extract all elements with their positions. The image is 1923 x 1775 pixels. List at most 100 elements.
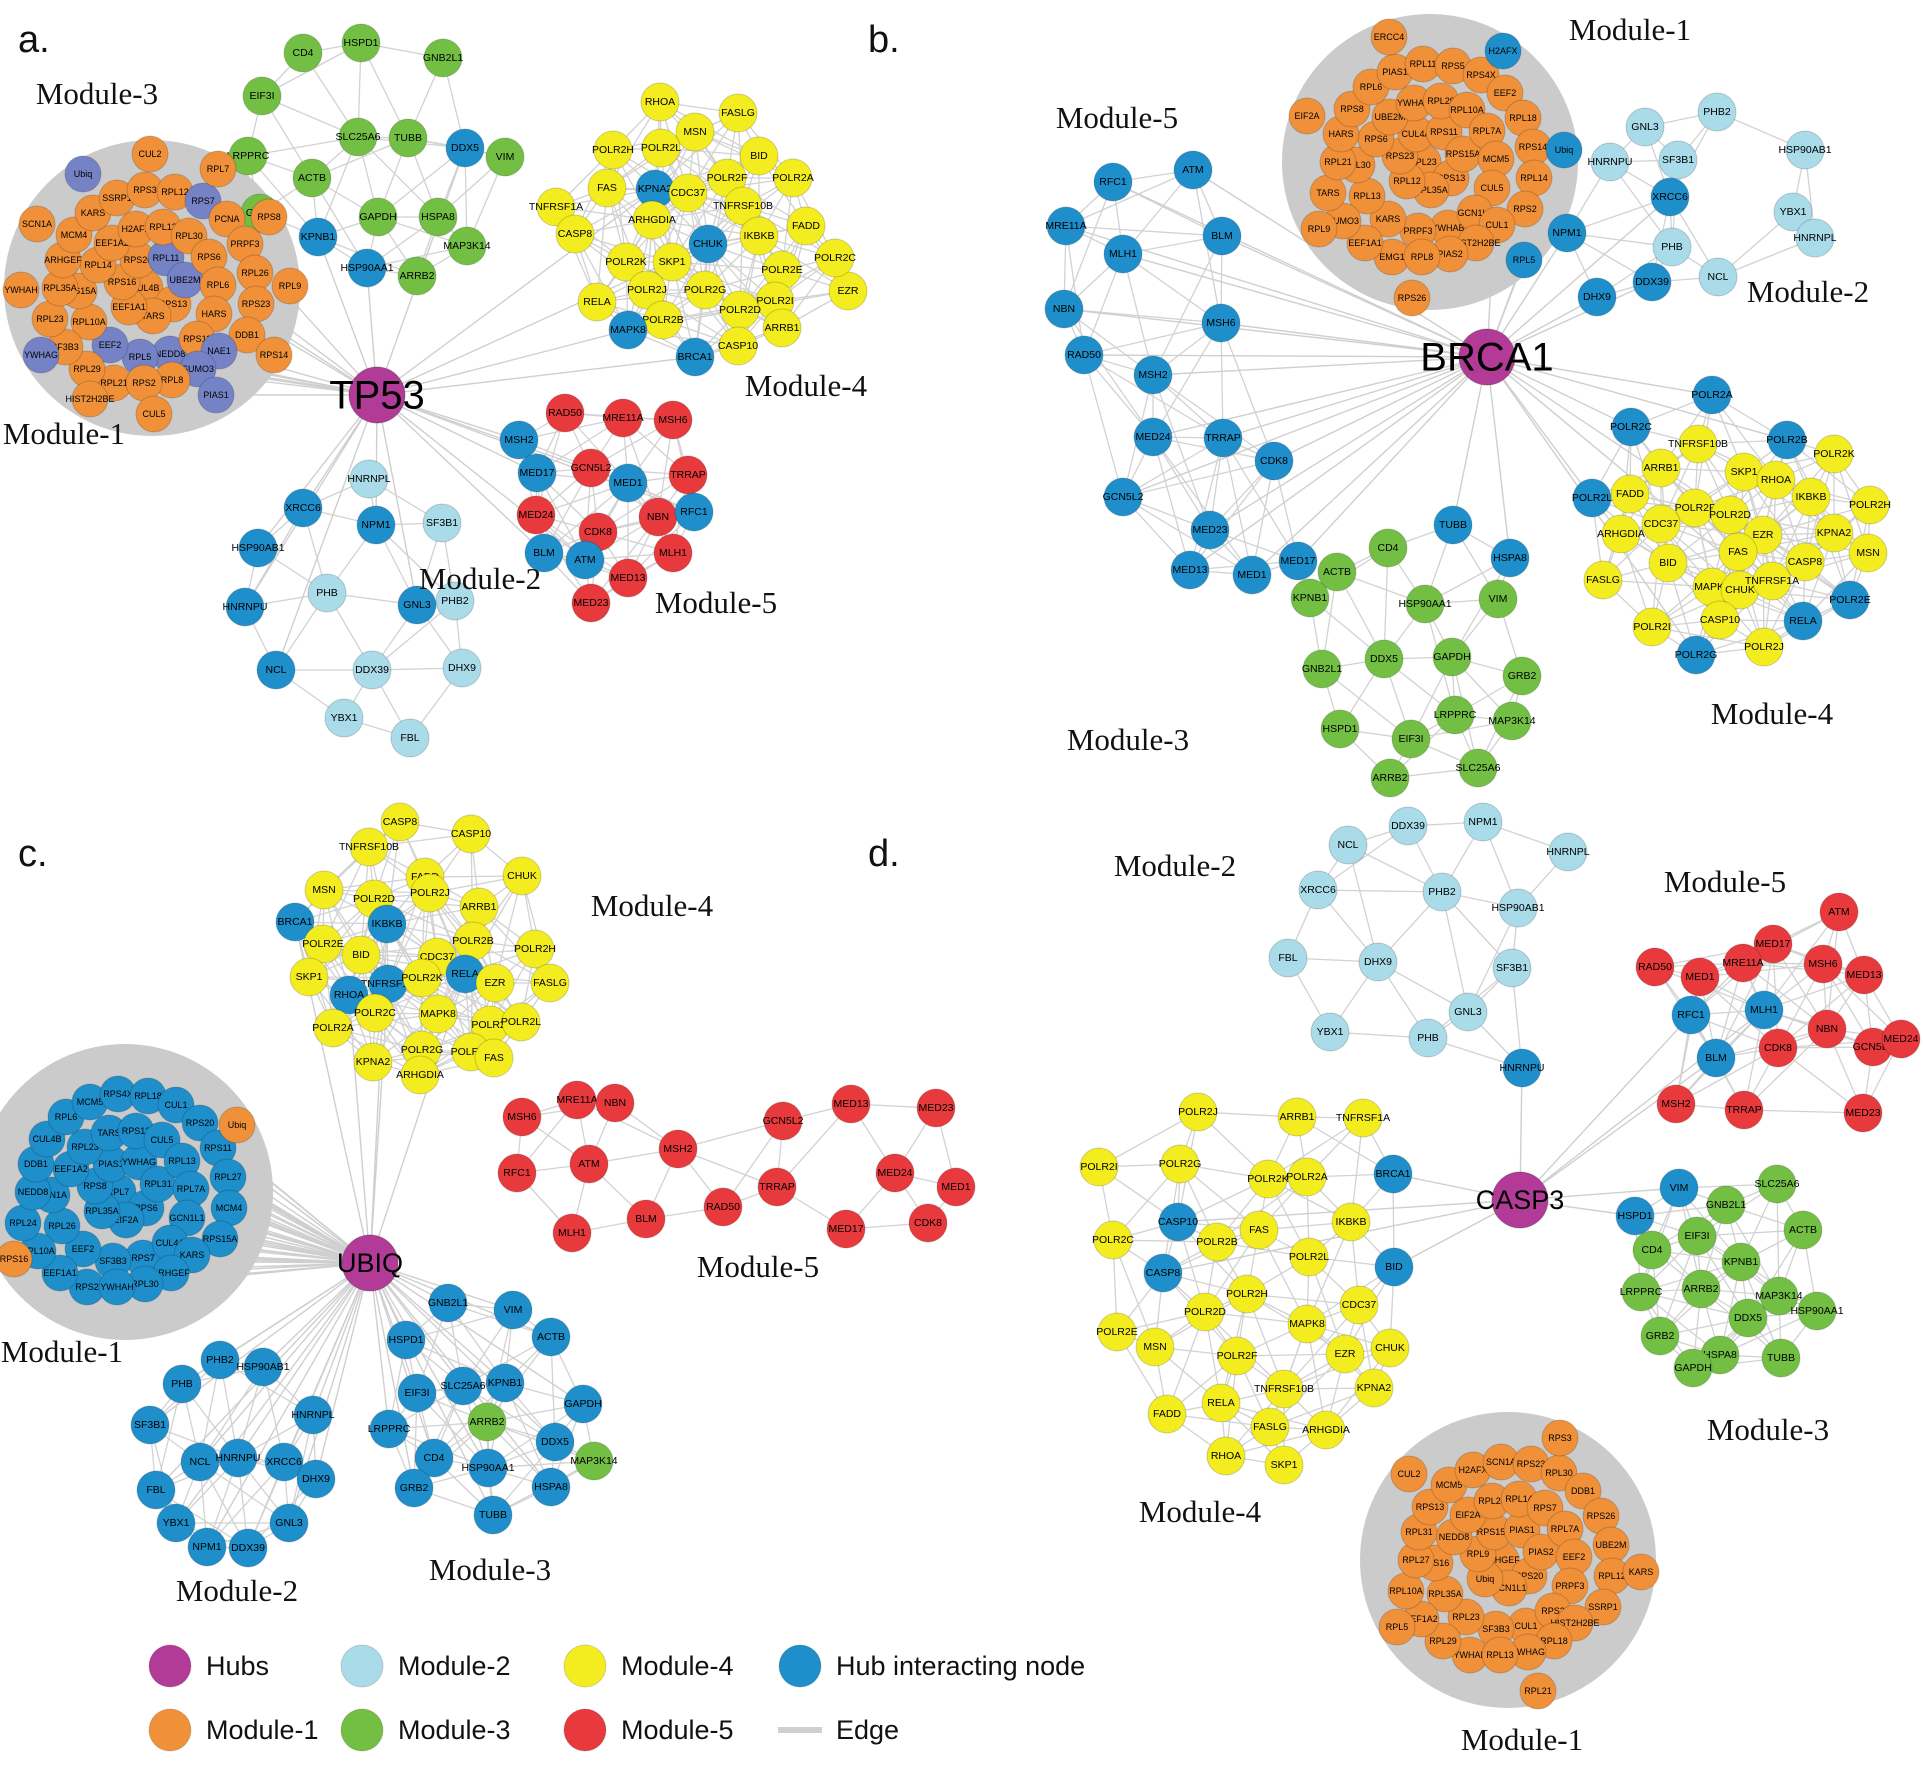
node-label: CDC37	[1342, 1299, 1377, 1311]
node-label: RPS15A	[1477, 1527, 1512, 1537]
network-node	[1564, 1472, 1602, 1510]
network-node	[1795, 218, 1835, 258]
node-label: MED13	[1172, 564, 1207, 576]
node-label: EEF2	[1494, 88, 1517, 98]
node-label: POLR2B	[1766, 434, 1807, 446]
hub-edge	[199, 1262, 371, 1463]
node-label: RPS11	[1430, 127, 1458, 137]
node-label: NBN	[604, 1097, 626, 1109]
node-label: RPS2	[1513, 204, 1537, 214]
edge	[1699, 963, 1824, 978]
network-node	[1370, 18, 1408, 56]
network-node	[703, 1187, 743, 1227]
network-node	[397, 585, 437, 625]
module-label: Module-1	[3, 416, 125, 451]
node-label: RPS3	[133, 185, 157, 195]
node-label: NCL	[189, 1456, 210, 1468]
node-label: GAPDH	[359, 211, 396, 223]
node-label: ARHGDIA	[396, 1069, 444, 1081]
network-node	[1432, 637, 1472, 677]
node-label: POLR2H	[1849, 499, 1891, 511]
node-label: CASP8	[558, 228, 593, 240]
network-node	[1700, 600, 1740, 640]
node-label: RELA	[583, 296, 610, 308]
network-node	[298, 217, 338, 257]
node-label: RPL30	[175, 231, 203, 241]
network-node	[1572, 478, 1612, 518]
legend-label: Hub interacting node	[836, 1651, 1085, 1681]
network-node	[1621, 1272, 1661, 1312]
node-label: RPS20	[186, 1118, 215, 1128]
network-node	[1079, 1147, 1119, 1187]
edge	[1441, 891, 1469, 1013]
network-node	[1881, 1019, 1921, 1059]
network-node	[1652, 227, 1692, 267]
node-label: FADD	[792, 220, 820, 232]
node-label: EEF1A1	[43, 1268, 77, 1278]
network-node	[653, 533, 693, 573]
node-label: DDX39	[1635, 276, 1669, 288]
node-label: SF3B1	[1496, 962, 1528, 974]
network-node	[1448, 992, 1488, 1032]
network-node	[1783, 1210, 1823, 1250]
node-label: RPL21	[1524, 1686, 1552, 1696]
panel-a-labels: Module-3 Module-4 Module-1 Module-2 Module-5…	[3, 19, 868, 620]
network-node	[181, 1104, 219, 1142]
network-node	[156, 1503, 196, 1543]
hub-edge	[1519, 1057, 1717, 1201]
network-node	[410, 873, 450, 913]
edge	[1742, 962, 1865, 976]
node-label: YBX1	[331, 712, 358, 724]
node-label: RPL7	[107, 1187, 130, 1197]
network-node	[1547, 213, 1587, 253]
network-node	[1254, 441, 1294, 481]
node-label: SLC25A6	[1456, 762, 1501, 774]
network-node	[536, 187, 576, 227]
edge	[1467, 907, 1519, 1013]
node-label: Ubiq	[74, 169, 93, 179]
network-node	[1622, 1553, 1660, 1591]
node-label: KPNA2	[356, 1056, 391, 1068]
node-label: RPL27	[214, 1172, 242, 1182]
network-node	[1390, 1455, 1428, 1493]
node-label: RPS16	[108, 277, 137, 287]
node-label: EEF1A2	[1404, 1614, 1438, 1624]
node-label: HSPA8	[1493, 552, 1527, 564]
hub-edge	[369, 983, 389, 1264]
legend-swatch-module5	[563, 1708, 607, 1752]
node-label: CUL5	[150, 1135, 173, 1145]
node-label: GNB2L1	[1302, 663, 1342, 675]
node-label: RPS15A	[62, 286, 97, 296]
network-node	[1310, 1012, 1350, 1052]
node-label: YWHAG	[24, 350, 58, 360]
network-node	[390, 718, 430, 758]
network-node	[1300, 210, 1338, 248]
legend-label: Hubs	[206, 1651, 269, 1681]
node-label: DDB1	[1571, 1486, 1595, 1496]
node-label: IKBKB	[744, 230, 775, 242]
hub-edge	[1297, 356, 1488, 562]
node-label: RPL31	[144, 1179, 172, 1189]
network-node	[1752, 561, 1792, 601]
hub-node	[348, 366, 406, 424]
network-node	[1706, 1185, 1746, 1225]
hub-edge	[369, 1262, 556, 1443]
node-label: TARS	[97, 1128, 120, 1138]
network-node	[402, 958, 442, 998]
node-label: RPL30	[1343, 160, 1371, 170]
network-node	[1185, 1292, 1225, 1332]
node-label: PIAS1	[98, 1159, 124, 1169]
network-node	[1590, 142, 1630, 182]
legend-swatch-interacting	[778, 1644, 822, 1688]
node-label: CD4	[1641, 1244, 1662, 1256]
node-label: POLR2D	[353, 893, 395, 905]
node-label: RPL18	[1540, 1636, 1568, 1646]
node-label: PHB2	[206, 1354, 234, 1366]
network-node	[422, 503, 462, 543]
node-label: RELA	[451, 968, 478, 980]
node-label: YWHAG	[122, 1157, 156, 1167]
network-node	[626, 1199, 666, 1239]
hub-edge	[1152, 356, 1488, 376]
network-node	[91, 326, 129, 364]
network-node	[608, 463, 648, 503]
